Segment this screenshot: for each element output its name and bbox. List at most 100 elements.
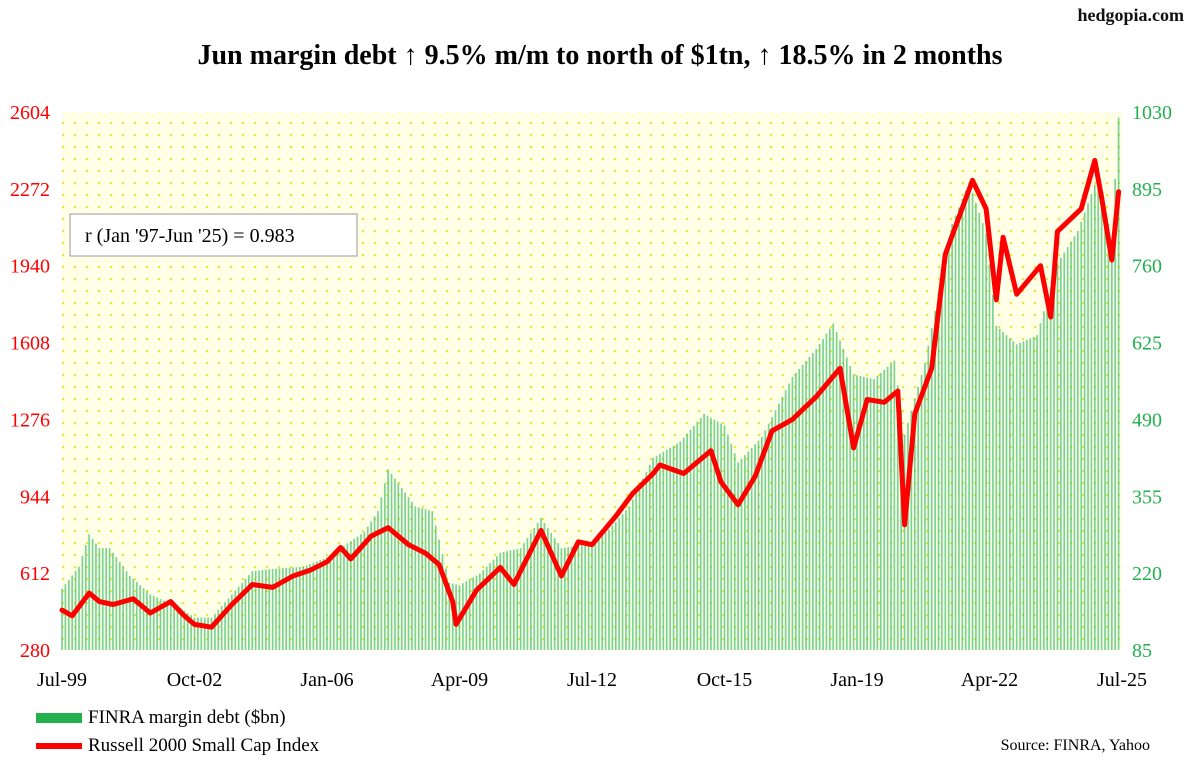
margin-debt-bar	[64, 584, 67, 650]
margin-debt-bar	[693, 425, 695, 650]
margin-debt-bar	[203, 617, 206, 650]
margin-debt-bar	[190, 615, 192, 650]
margin-debt-bar	[197, 617, 199, 650]
margin-debt-bar	[1043, 311, 1045, 650]
margin-debt-bar	[937, 293, 940, 650]
margin-debt-bar	[791, 376, 794, 650]
margin-debt-bar	[805, 360, 807, 650]
right-axis-tick-label: 220	[1132, 563, 1162, 585]
margin-debt-bar	[1090, 193, 1093, 650]
margin-debt-bar	[710, 417, 712, 650]
margin-debt-bar	[404, 492, 406, 650]
margin-debt-bar	[492, 559, 495, 650]
margin-debt-bar	[540, 518, 542, 650]
margin-debt-bar	[485, 566, 488, 650]
x-axis-tick-label: Oct-15	[697, 669, 753, 691]
margin-debt-bar	[1114, 178, 1117, 650]
left-axis-tick-label: 1276	[10, 409, 50, 431]
margin-debt-bar	[434, 525, 437, 650]
margin-debt-bar	[903, 434, 906, 650]
margin-debt-bar	[319, 560, 322, 650]
left-axis-tick-label: 2604	[10, 102, 50, 124]
x-axis-tick-label: Jul-12	[567, 669, 617, 691]
margin-debt-bar	[934, 310, 936, 650]
margin-debt-bar	[811, 353, 814, 650]
margin-debt-bar	[360, 534, 362, 650]
margin-debt-bar	[716, 421, 719, 650]
margin-debt-bar	[380, 497, 383, 650]
legend: FINRA margin debt ($bn) Russell 2000 Sma…	[36, 704, 319, 760]
margin-debt-bar	[907, 422, 909, 650]
margin-debt-bar	[193, 617, 196, 650]
margin-debt-bar	[135, 582, 138, 650]
legend-label-russell: Russell 2000 Small Cap Index	[88, 735, 320, 756]
margin-debt-bar	[992, 295, 994, 650]
margin-debt-bar	[1066, 247, 1069, 650]
margin-debt-bar	[964, 190, 967, 650]
x-axis-tick-label: Jul-99	[37, 669, 87, 691]
left-axis-tick-label: 2272	[10, 179, 50, 201]
margin-debt-bar	[767, 423, 770, 650]
margin-debt-bar	[961, 199, 964, 651]
margin-debt-bar	[339, 548, 342, 650]
margin-debt-bar	[183, 610, 186, 650]
margin-debt-bar	[560, 548, 563, 650]
margin-debt-bars	[61, 117, 1120, 651]
margin-debt-bar	[570, 546, 573, 650]
margin-debt-bar	[475, 575, 478, 650]
margin-debt-bar	[968, 182, 970, 650]
x-axis-tick-label: Apr-09	[431, 669, 488, 691]
legend-item-margin-debt: FINRA margin debt ($bn)	[36, 704, 319, 732]
margin-debt-bar	[108, 548, 111, 650]
margin-debt-bar	[842, 349, 845, 650]
margin-debt-bar	[859, 376, 862, 650]
margin-debt-bar	[336, 550, 339, 650]
margin-debt-bar	[424, 509, 427, 650]
margin-debt-bar	[733, 453, 736, 650]
margin-debt-bar	[265, 569, 267, 650]
margin-debt-bar	[163, 600, 165, 650]
margin-debt-bar	[621, 514, 624, 650]
margin-debt-bar	[329, 555, 332, 650]
margin-debt-bar	[574, 546, 576, 650]
margin-debt-bar	[122, 566, 124, 650]
margin-debt-bar	[1039, 323, 1042, 650]
margin-debt-bar	[1002, 332, 1004, 650]
margin-debt-bar	[839, 340, 841, 650]
margin-debt-bar	[625, 510, 627, 650]
margin-debt-bar	[489, 563, 491, 650]
margin-debt-bar	[343, 545, 345, 650]
margin-debt-bar	[774, 410, 777, 650]
margin-debt-bar	[696, 421, 699, 650]
margin-debt-bar	[502, 552, 505, 650]
margin-debt-bar	[241, 582, 243, 650]
margin-debt-bar	[951, 224, 953, 651]
margin-debt-bar	[672, 445, 675, 650]
margin-debt-bar	[601, 535, 604, 650]
margin-debt-bar	[924, 362, 926, 650]
margin-debt-bar	[815, 349, 818, 650]
margin-debt-bar	[852, 374, 855, 650]
margin-debt-bar	[730, 443, 733, 650]
margin-debt-bar	[594, 540, 597, 650]
margin-debt-bar	[214, 613, 216, 650]
margin-debt-bar	[298, 566, 301, 650]
margin-debt-bar	[1076, 230, 1079, 651]
margin-debt-bar	[645, 471, 648, 650]
x-axis-tick-label: Jan-19	[830, 669, 883, 691]
margin-debt-bar	[720, 423, 722, 650]
x-axis-tick-label: Oct-02	[167, 669, 223, 691]
margin-debt-bar	[516, 548, 519, 650]
margin-debt-bar	[713, 419, 716, 650]
margin-debt-bar	[387, 469, 389, 650]
margin-debt-bar	[873, 379, 875, 650]
margin-debt-bar	[764, 430, 767, 650]
margin-debt-bar	[985, 233, 987, 651]
margin-debt-bar	[655, 455, 658, 650]
margin-debt-bar	[744, 455, 746, 650]
margin-debt-bar	[917, 386, 919, 650]
russell-2000-line	[59, 157, 1122, 630]
margin-debt-bar	[550, 533, 553, 650]
margin-debt-bar	[244, 579, 247, 650]
margin-debt-bar	[652, 457, 654, 650]
